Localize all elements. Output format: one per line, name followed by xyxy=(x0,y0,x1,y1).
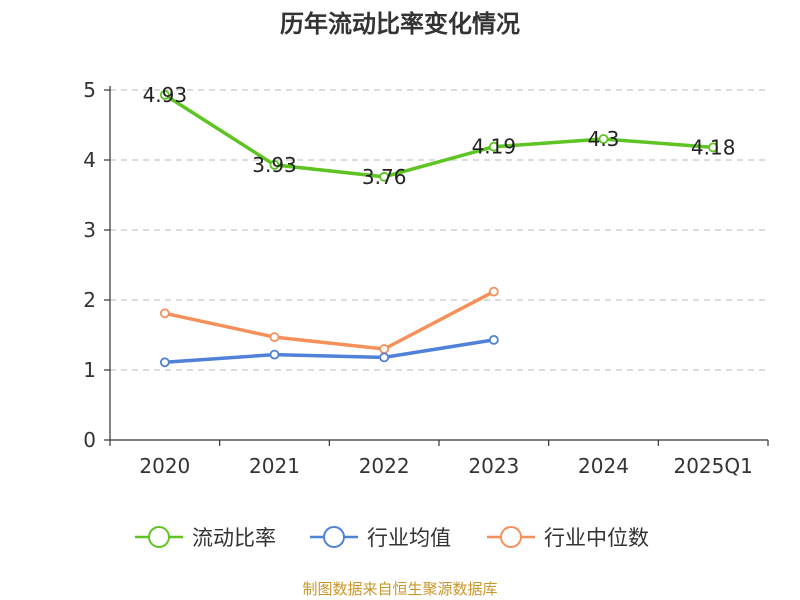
legend-marker-icon xyxy=(323,526,345,548)
y-tick-label: 2 xyxy=(83,288,96,312)
legend[interactable]: 流动比率 行业均值 行业中位数 xyxy=(135,526,649,550)
data-point xyxy=(488,141,499,152)
data-point xyxy=(379,344,390,354)
data-label: 3.93 xyxy=(252,153,297,177)
data-label: 4.19 xyxy=(472,135,517,159)
data-point xyxy=(488,286,499,297)
x-tick-label: 2021 xyxy=(249,454,300,478)
data-label: 3.76 xyxy=(362,165,407,189)
data-label: 4.3 xyxy=(588,127,620,151)
data-point xyxy=(269,332,280,343)
chart-title: 历年流动比率变化情况 xyxy=(280,10,520,38)
legend-marker-icon xyxy=(148,526,170,548)
series-line-0 xyxy=(163,93,715,179)
axes: 0 1 2 3 4 5 2020 2021 2022 2023 2024 2025Q1 xyxy=(83,78,769,478)
y-tick-label: 1 xyxy=(83,358,96,382)
legend-label: 流动比率 xyxy=(192,526,276,550)
legend-label: 行业均值 xyxy=(367,526,451,550)
data-point xyxy=(379,171,390,182)
series-lines xyxy=(159,90,719,368)
data-label: 4.93 xyxy=(143,83,188,107)
data-labels: 4.93 3.93 3.76 4.19 4.3 4.18 xyxy=(143,83,736,189)
data-point xyxy=(379,352,390,363)
legend-item-2[interactable]: 行业中位数 xyxy=(487,526,649,550)
data-point xyxy=(269,159,280,170)
y-tick-label: 5 xyxy=(83,78,96,102)
y-tick-label: 4 xyxy=(83,148,96,172)
x-tick-label: 2020 xyxy=(139,454,190,478)
data-point xyxy=(159,357,170,368)
data-label: 4.18 xyxy=(691,135,736,159)
data-point xyxy=(598,134,609,144)
x-tick-label: 2022 xyxy=(359,454,410,478)
data-point xyxy=(269,349,280,360)
x-tick-label: 2024 xyxy=(578,454,629,478)
y-tick-label: 0 xyxy=(83,428,96,452)
data-point xyxy=(159,90,170,100)
data-point xyxy=(159,308,170,319)
series-line-1 xyxy=(163,338,496,365)
gridlines xyxy=(110,89,768,371)
data-point xyxy=(488,334,499,345)
series-line-2 xyxy=(163,289,496,351)
source-note: 制图数据来自恒生聚源数据库 xyxy=(302,580,498,598)
legend-item-1[interactable]: 行业均值 xyxy=(310,526,451,550)
legend-label: 行业中位数 xyxy=(544,526,649,550)
data-point xyxy=(708,142,719,153)
x-tick-label: 2023 xyxy=(468,454,519,478)
y-tick-label: 3 xyxy=(83,218,96,242)
x-tick-label: 2025Q1 xyxy=(673,454,752,478)
legend-item-0[interactable]: 流动比率 xyxy=(135,526,276,550)
legend-marker-icon xyxy=(500,526,522,548)
